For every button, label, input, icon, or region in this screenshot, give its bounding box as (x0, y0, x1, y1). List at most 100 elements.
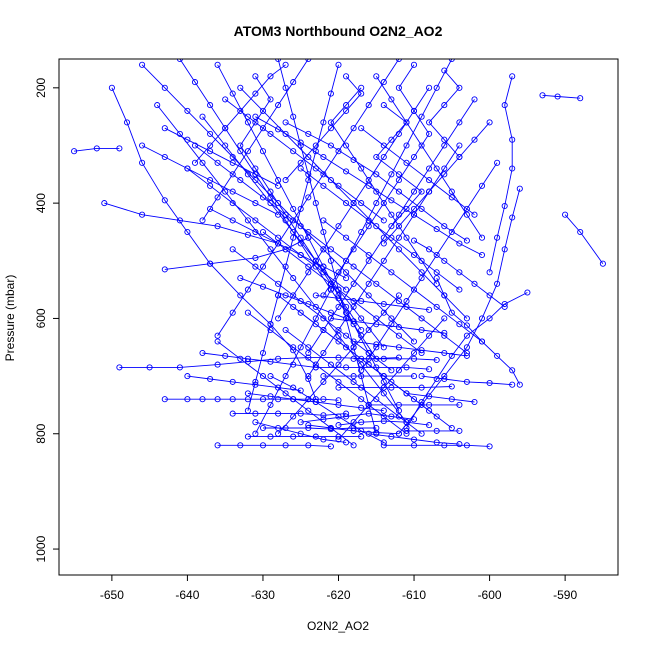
data-point (267, 433, 274, 440)
profile-line-60 (270, 375, 385, 443)
data-point (365, 361, 372, 368)
data-point (388, 211, 395, 218)
data-point (418, 326, 425, 334)
data-point (327, 280, 334, 287)
profile-line-73 (209, 208, 347, 279)
data-point (448, 309, 455, 316)
data-point (267, 321, 274, 328)
data-point (343, 286, 350, 293)
data-point (222, 188, 229, 195)
data-point (365, 280, 372, 287)
data-point (365, 401, 372, 408)
profile-line-39 (330, 87, 438, 285)
profile-line-24 (285, 121, 468, 241)
data-point (252, 113, 259, 120)
data-point (486, 379, 493, 387)
data-point (244, 355, 251, 362)
data-point (327, 361, 334, 368)
data-point (373, 200, 380, 207)
data-point (509, 165, 516, 172)
data-point (380, 413, 387, 420)
data-point (365, 182, 372, 189)
data-point (426, 188, 433, 195)
data-point (373, 171, 380, 178)
profile-line-77 (247, 392, 384, 412)
data-point (448, 228, 455, 236)
data-point (448, 424, 455, 432)
data-point (373, 341, 380, 348)
data-point (259, 424, 267, 432)
x-axis: -650 -640 -630 -620 -610 -600 -590 (100, 574, 577, 602)
data-point (456, 286, 463, 293)
data-point (373, 280, 380, 287)
data-point (252, 228, 259, 236)
data-point (275, 211, 282, 218)
data-point (395, 177, 402, 184)
data-point (395, 223, 402, 230)
profile-line-74 (240, 277, 354, 322)
profile-line-49 (277, 295, 437, 417)
data-point (327, 246, 334, 253)
data-point (282, 263, 289, 270)
data-point (486, 443, 493, 450)
data-point (418, 430, 425, 437)
data-point (478, 251, 486, 259)
data-point (350, 373, 357, 380)
data-point (456, 119, 463, 126)
data-point (486, 119, 493, 126)
data-point (244, 407, 251, 414)
data-point (441, 349, 448, 357)
data-point (343, 257, 350, 264)
profile-line-20 (398, 188, 521, 434)
data-point (403, 424, 410, 432)
data-point (305, 407, 312, 414)
data-point (380, 442, 387, 449)
data-point (395, 188, 402, 195)
data-point (93, 145, 100, 152)
data-point (207, 142, 214, 149)
profile-line-3 (164, 237, 309, 270)
profile-line-22 (436, 277, 521, 385)
data-point (365, 177, 372, 184)
data-point (320, 217, 327, 224)
data-point (327, 309, 334, 316)
data-point (229, 246, 236, 253)
data-point (290, 228, 297, 236)
data-point (320, 246, 327, 253)
data-point (395, 332, 402, 339)
data-point (395, 430, 402, 437)
profile-line-38 (202, 59, 309, 221)
data-point (312, 315, 319, 322)
profile-line-2 (104, 202, 279, 244)
data-point (358, 165, 365, 172)
data-point (494, 159, 501, 166)
data-point (108, 84, 115, 91)
data-point (365, 223, 372, 230)
data-point (410, 436, 418, 443)
data-point (244, 286, 251, 293)
data-point (222, 125, 229, 132)
data-point (380, 200, 387, 207)
data-point (320, 373, 327, 380)
data-point (139, 211, 146, 218)
data-point (297, 159, 304, 166)
data-point (335, 338, 342, 345)
data-point (471, 211, 478, 218)
profile-line-17 (542, 94, 581, 99)
data-point (229, 378, 236, 385)
data-point (259, 125, 267, 132)
data-point (161, 266, 168, 273)
data-point (244, 390, 251, 397)
profile-line-47 (247, 312, 407, 435)
data-point (267, 326, 274, 334)
data-point (426, 332, 433, 339)
profile-line-52 (262, 231, 422, 354)
data-point (290, 234, 297, 241)
data-point (305, 269, 312, 276)
data-point (282, 326, 289, 334)
data-point (426, 306, 433, 313)
data-point (229, 217, 236, 224)
data-point (305, 177, 312, 184)
data-point (410, 211, 418, 218)
